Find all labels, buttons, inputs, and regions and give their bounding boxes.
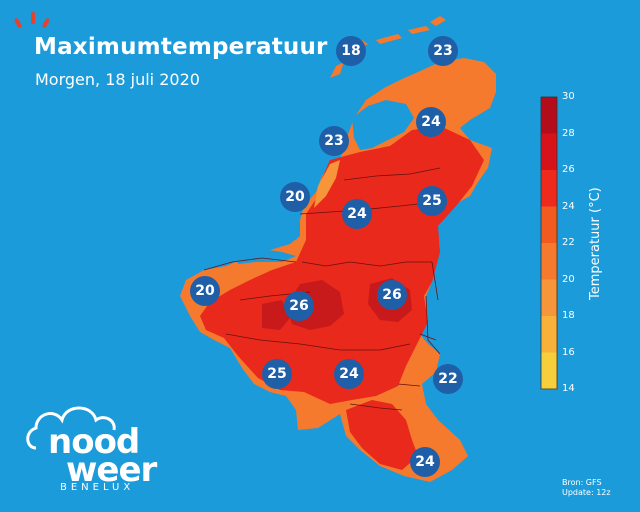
brand-word-3: BENELUX	[60, 482, 135, 493]
brand-word-2: weer	[66, 450, 157, 490]
warm-zone	[200, 126, 484, 404]
temperature-bubble: 25	[417, 186, 447, 216]
legend-swatch	[541, 133, 557, 171]
legend-swatch	[541, 206, 557, 244]
map-subtitle: Morgen, 18 juli 2020	[35, 70, 200, 89]
wadden-islands	[330, 62, 344, 78]
brand-word-1: nood	[48, 422, 140, 462]
temperature-bubble: 25	[262, 359, 292, 389]
legend-tick-label: 20	[562, 273, 575, 285]
legend-swatch	[541, 243, 557, 280]
temperature-bubble: 24	[342, 199, 372, 229]
legend-swatch	[541, 97, 557, 134]
map-title: Maximumtemperatuur	[34, 34, 328, 60]
source-note: Bron: GFS Update: 12z	[562, 478, 611, 498]
legend-tick-label: 30	[562, 91, 575, 102]
temperature-bubble: 26	[377, 280, 407, 310]
legend-tick-label: 26	[562, 164, 575, 175]
ijsselmeer	[352, 100, 414, 150]
temperature-bubble: 26	[284, 291, 314, 321]
brand-cloud-icon	[26, 406, 116, 450]
legend-tick-label: 16	[562, 346, 575, 358]
legend-tick-label: 18	[562, 310, 575, 321]
temperature-bubble: 20	[280, 182, 310, 212]
legend-colorbar	[541, 97, 557, 390]
legend-title: Temperatuur (°C)	[588, 187, 603, 300]
legend-swatch	[541, 316, 557, 353]
temperature-bubble: 18	[336, 36, 366, 66]
legend-swatch	[541, 279, 557, 317]
update-line: Update: 12z	[562, 488, 611, 497]
brand-spark-icon	[14, 12, 50, 28]
temperature-bubble: 23	[319, 126, 349, 156]
legend-swatch	[541, 170, 557, 207]
source-line: Bron: GFS	[562, 478, 602, 487]
temperature-bubble: 24	[334, 359, 364, 389]
legend-tick-label: 14	[562, 383, 575, 394]
temperature-bubble: 24	[416, 107, 446, 137]
legend-tick-label: 24	[562, 200, 575, 212]
legend-tick-label: 22	[562, 237, 575, 248]
temperature-bubble: 20	[190, 276, 220, 306]
legend-swatch	[541, 352, 557, 390]
legend-tick-label: 28	[562, 127, 575, 139]
zeeland-islands	[250, 226, 300, 242]
temperature-bubble: 22	[433, 364, 463, 394]
temperature-bubble: 23	[428, 36, 458, 66]
temperature-bubble: 24	[410, 447, 440, 477]
